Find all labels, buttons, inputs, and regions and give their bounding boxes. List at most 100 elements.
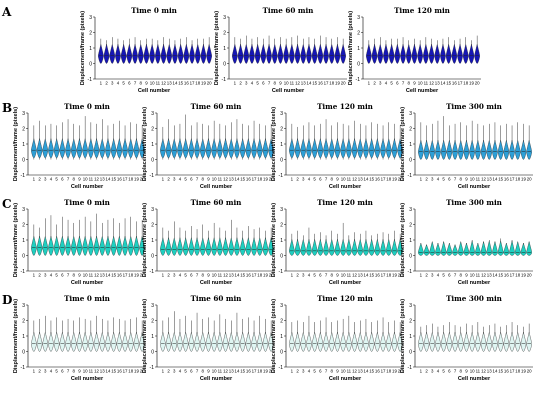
x-tick-label: 17 <box>381 369 386 374</box>
x-tick-label: 8 <box>460 177 463 182</box>
x-tick-label: 20 <box>475 81 480 86</box>
y-tick-label: 3 <box>280 111 283 117</box>
x-tick-label: 11 <box>347 177 352 182</box>
x-tick-label: 4 <box>437 273 440 278</box>
violin-body <box>211 237 217 256</box>
violin-body <box>36 332 43 352</box>
x-tick-label: 3 <box>44 369 47 374</box>
x-tick-label: 3 <box>379 81 382 86</box>
x-tick-label: 14 <box>493 273 498 278</box>
x-tick-label: 5 <box>184 177 187 182</box>
violin-body <box>475 332 481 352</box>
violin-body <box>110 332 117 352</box>
violin-body <box>65 236 71 256</box>
violin-body <box>457 241 464 256</box>
violin-body <box>116 236 123 256</box>
x-tick-label: 13 <box>358 273 363 278</box>
x-tick-label: 6 <box>319 273 322 278</box>
x-tick-label: 6 <box>319 369 322 374</box>
violin-body <box>188 237 195 256</box>
x-tick-label: 4 <box>50 369 53 374</box>
x-tick-label: 1 <box>420 177 423 182</box>
violin-body <box>171 237 178 256</box>
violin-body <box>497 240 504 256</box>
violin-body <box>42 236 49 256</box>
x-tick-label: 19 <box>263 273 268 278</box>
violin-body <box>177 44 184 64</box>
x-tick-label: 16 <box>318 81 323 86</box>
violin-body <box>300 44 307 64</box>
violin-body <box>497 332 504 352</box>
x-tick-label: 4 <box>179 369 182 374</box>
x-tick-label: 2 <box>105 81 108 86</box>
x-tick-label: 2 <box>296 369 299 374</box>
x-tick-label: 3 <box>431 177 434 182</box>
x-tick-label: 8 <box>408 81 411 86</box>
violin-body <box>323 239 329 256</box>
x-tick-label: 13 <box>100 273 105 278</box>
violin-body <box>245 237 252 256</box>
y-tick-label: 3 <box>22 303 25 309</box>
violin-body <box>480 241 487 256</box>
y-axis-label: Displacement/frame (pixels) <box>400 299 406 373</box>
y-tick-label: 2 <box>89 30 92 36</box>
x-tick-label: 13 <box>487 369 492 374</box>
violin-body <box>311 332 318 352</box>
violin-body <box>93 236 100 256</box>
x-axis-label: Cell number <box>458 184 491 190</box>
violin-body <box>368 239 375 256</box>
violin-body <box>328 332 335 352</box>
violin-body <box>132 44 138 64</box>
panel-title: Time 0 min <box>64 198 111 207</box>
violin-body <box>88 138 94 159</box>
violin-body <box>469 332 475 352</box>
violin-body <box>383 44 389 64</box>
violin-body <box>440 332 447 352</box>
violin-body <box>357 239 364 256</box>
x-tick-label: 16 <box>504 369 509 374</box>
x-tick-label: 14 <box>235 369 240 374</box>
violin-body <box>440 241 447 256</box>
violin-body <box>126 44 133 64</box>
violin-body <box>139 138 145 159</box>
violin-body <box>366 44 372 64</box>
violin-body <box>526 140 532 160</box>
violin-body <box>497 140 504 160</box>
panel-title: Time 0 min <box>131 6 178 15</box>
violin-body <box>417 44 423 64</box>
violin-body <box>446 332 453 352</box>
y-tick-label: -1 <box>356 77 361 83</box>
x-axis-label: Cell number <box>71 184 104 190</box>
x-tick-label: 3 <box>302 177 305 182</box>
violin-body <box>397 138 403 159</box>
violin-body <box>346 239 352 256</box>
x-tick-label: 8 <box>331 369 334 374</box>
violin-body <box>165 332 172 352</box>
violin-body <box>222 138 229 159</box>
x-tick-label: 18 <box>463 81 468 86</box>
x-tick-label: 15 <box>369 177 374 182</box>
x-tick-label: 14 <box>106 369 111 374</box>
x-tick-label: 11 <box>476 273 481 278</box>
x-tick-label: 16 <box>504 177 509 182</box>
violin-body <box>351 332 358 352</box>
x-tick-label: 5 <box>442 177 445 182</box>
violin-body <box>429 140 436 160</box>
x-tick-label: 20 <box>398 369 403 374</box>
x-tick-label: 2 <box>167 273 170 278</box>
x-tick-label: 16 <box>375 177 380 182</box>
y-tick-label: -1 <box>279 365 284 371</box>
violin-body <box>380 138 386 159</box>
x-tick-label: 3 <box>173 369 176 374</box>
x-tick-label: 1 <box>162 177 165 182</box>
violin-body <box>82 138 88 159</box>
violin-body <box>42 138 49 159</box>
violin-body <box>31 332 37 352</box>
violin-body <box>48 332 54 352</box>
x-tick-label: 9 <box>336 177 339 182</box>
x-tick-label: 14 <box>493 369 498 374</box>
x-tick-label: 14 <box>106 273 111 278</box>
x-tick-label: 20 <box>269 273 274 278</box>
violin-body <box>36 138 43 159</box>
